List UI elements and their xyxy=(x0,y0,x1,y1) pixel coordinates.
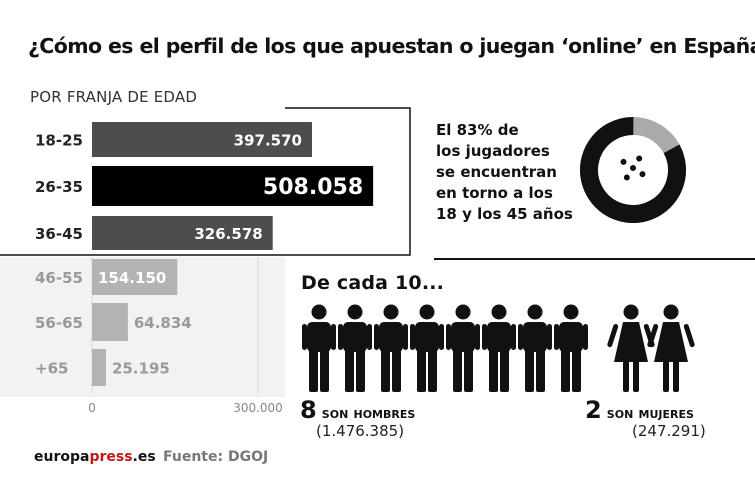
bar xyxy=(92,349,106,386)
bar xyxy=(92,166,374,206)
bar xyxy=(92,122,312,157)
women-count: 2 xyxy=(585,396,602,424)
man-icon xyxy=(554,304,588,392)
men-caption: 8 son hombres xyxy=(300,396,415,424)
man-icon xyxy=(482,304,516,392)
donut-ring xyxy=(580,117,686,223)
callout-line: en torno a los xyxy=(436,184,553,202)
donut-share xyxy=(580,117,686,223)
bar xyxy=(92,259,178,295)
man-icon xyxy=(374,304,408,392)
man-icon xyxy=(446,304,480,392)
data-label: 508.058 xyxy=(263,175,363,200)
men-count: 8 xyxy=(300,396,317,424)
brand-part: europa xyxy=(34,449,90,465)
category-label: 18-25 xyxy=(35,132,83,150)
page-title: ¿Cómo es el perfil de los que apuestan o… xyxy=(28,34,755,58)
data-label: 64.834 xyxy=(134,314,192,332)
category-label: 46-55 xyxy=(35,269,83,287)
brand-part: .es xyxy=(132,449,156,465)
men-total: (1.476.385) xyxy=(316,422,405,440)
woman-icon xyxy=(607,304,655,392)
highlight-bracket xyxy=(0,107,411,256)
men-label: son hombres xyxy=(321,404,416,422)
divider-line xyxy=(434,258,755,260)
brand-part: press xyxy=(89,449,133,465)
man-icon xyxy=(338,304,372,392)
chart-subtitle: POR FRANJA DE EDAD xyxy=(30,88,198,106)
women-caption: 2 son mujeres xyxy=(585,396,694,424)
category-label: 26-35 xyxy=(35,178,83,196)
women-label: son mujeres xyxy=(606,404,694,422)
category-label: 56-65 xyxy=(35,314,83,332)
data-label: 326.578 xyxy=(194,225,262,243)
callout-line: El 83% de xyxy=(436,121,519,139)
callout-line: los jugadores xyxy=(436,142,550,160)
gender-heading: De cada 10... xyxy=(301,272,445,294)
callout-line: se encuentran xyxy=(436,163,557,181)
woman-icon xyxy=(647,304,695,392)
x-tick-label: 300.000 xyxy=(233,401,283,415)
women-total: (247.291) xyxy=(632,422,706,440)
man-icon xyxy=(302,304,336,392)
callout-line: 18 y los 45 años xyxy=(436,205,573,223)
data-label: 397.570 xyxy=(234,132,302,150)
data-label: 25.195 xyxy=(112,360,170,378)
category-label: +65 xyxy=(35,360,68,378)
dice-icon xyxy=(613,148,653,188)
category-label: 36-45 xyxy=(35,225,83,243)
man-icon xyxy=(518,304,552,392)
callout-text: El 83% de los jugadores se encuentran en… xyxy=(436,120,596,225)
brand-logo: europapress.es xyxy=(34,449,156,465)
bar xyxy=(92,216,273,250)
man-icon xyxy=(410,304,444,392)
data-label: 154.150 xyxy=(98,269,166,287)
x-tick-label: 0 xyxy=(88,401,96,415)
bar xyxy=(92,303,128,341)
source-note: Fuente: DGOJ xyxy=(163,449,269,465)
